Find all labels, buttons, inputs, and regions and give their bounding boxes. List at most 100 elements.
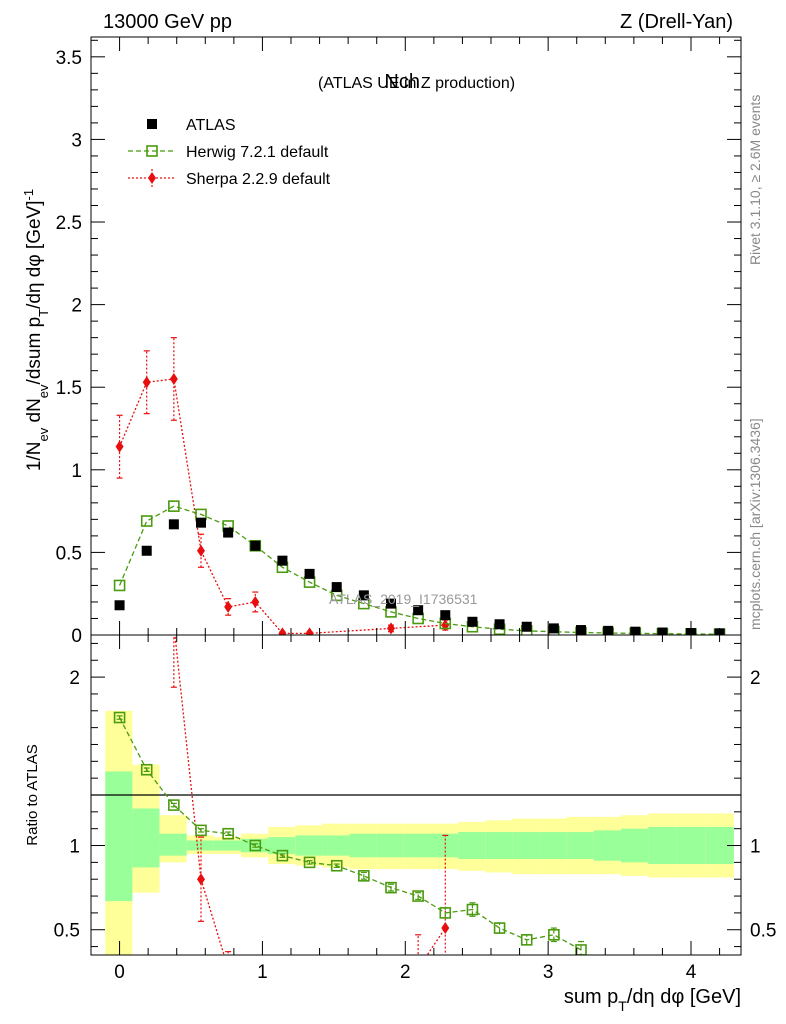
ratio-stat-band (186, 840, 214, 851)
y-tick-label: 1 (71, 461, 82, 482)
y-axis-label: 1/Nev dNev/dsum pT/dη dφ [GeV]-1 (21, 189, 51, 471)
ratio-stat-band (676, 827, 706, 865)
y-tick-label: 3 (71, 130, 82, 151)
ratio-y-axis-label: Ratio to ATLAS (24, 744, 41, 845)
atlas-point (114, 600, 125, 611)
herwig-ratio-point (195, 824, 207, 837)
ratio-stat-band (322, 835, 350, 856)
y-tick-label: 2.5 (56, 213, 82, 234)
sherpa-ratio-point (224, 962, 232, 974)
ratio-stat-band (431, 833, 459, 858)
ratio-stat-band (403, 833, 431, 858)
herwig-ratio-point (140, 763, 153, 776)
energy-label: 13000 GeV pp (103, 11, 232, 33)
x-tick-label: 4 (686, 962, 697, 983)
ratio-stat-band (621, 828, 649, 863)
main-panel: 0 0.5 1 1.5 2 2.5 3 3.5 Nch (ATLAS UE in Z prod… (21, 36, 742, 647)
atlas-point (386, 598, 396, 609)
ratio-stat-band (485, 832, 513, 859)
herwig-ratio-point (493, 922, 506, 934)
sherpa-point (278, 627, 287, 635)
atlas-point (277, 555, 288, 566)
sherpa-legend-marker (148, 172, 156, 184)
ratio-stat-band (648, 827, 677, 865)
x-tick-label: 3 (543, 962, 554, 983)
herwig-point (140, 515, 153, 527)
sherpa-point (169, 372, 178, 385)
mcplots-reference-label: mcplots.cern.ch [arXiv:1306.3436] (747, 418, 763, 630)
herwig-legend-label: Herwig 7.2.1 default (186, 144, 329, 161)
herwig-legend-marker (146, 145, 158, 157)
y-tick-label: 0.5 (56, 543, 82, 564)
chart-title: Nch (384, 71, 420, 93)
sherpa-point (305, 627, 314, 635)
ratio-stat-band (458, 832, 486, 859)
herwig-ratio-point (330, 859, 343, 872)
y-tick-label: 1.5 (56, 378, 82, 399)
x-tick-label: 2 (400, 962, 411, 983)
herwig-ratio-point (466, 903, 479, 916)
rivet-version-label: Rivet 3.1.10, ≥ 2.6M events (747, 95, 763, 265)
sherpa-point (224, 600, 233, 613)
atlas-point (141, 545, 152, 556)
atlas-point (331, 582, 342, 593)
atlas-point (358, 590, 369, 601)
ratio-stat-band (213, 840, 241, 851)
herwig-ratio-point (548, 928, 560, 941)
analysis-watermark: ATLAS_2019_I1736531 (329, 591, 478, 607)
ratio-stat-band (268, 837, 296, 854)
ratio-y-tick-label: 2 (69, 668, 80, 689)
herwig-ratio-point (439, 907, 452, 919)
herwig-ratio-point (412, 890, 424, 902)
atlas-point (413, 605, 424, 616)
sherpa-point (197, 544, 205, 557)
atlas-point (304, 568, 315, 579)
herwig-ratio-point (385, 881, 397, 894)
sherpa-ratio-point (441, 922, 450, 935)
sherpa-point (115, 440, 124, 453)
ratio-stat-band (539, 832, 567, 859)
ratio-stat-band (105, 771, 133, 902)
ratio-y-tick-label: 0.5 (54, 921, 80, 942)
atlas-point (548, 623, 559, 634)
atlas-point (576, 625, 586, 635)
herwig-ratio-point (303, 856, 316, 869)
sherpa-point (387, 622, 395, 635)
atlas-point (223, 527, 234, 538)
herwig-ratio-point (168, 799, 180, 811)
x-tick-label: 1 (257, 962, 268, 983)
herwig-point (168, 500, 180, 512)
ratio-stat-band (132, 808, 160, 868)
ratio-y-tick-label: 1 (69, 837, 80, 858)
atlas-point (630, 626, 641, 635)
atlas-point (196, 517, 206, 528)
atlas-point (521, 621, 532, 632)
ratio-stat-band (376, 833, 404, 858)
sherpa-ratio-point (414, 962, 422, 974)
herwig-ratio-point (222, 827, 234, 840)
herwig-point (113, 579, 126, 592)
herwig-line (118, 505, 720, 635)
sherpa-ratio-line (174, 635, 446, 955)
sherpa-point (142, 376, 151, 389)
process-label: Z (Drell-Yan) (620, 11, 733, 33)
ratio-stat-band (512, 832, 540, 859)
ratio-stat-band (159, 833, 187, 856)
ratio-y-tick-label-right: 0.5 (750, 921, 776, 942)
y-tick-label: 0 (71, 626, 82, 647)
y-tick-label: 3.5 (56, 48, 82, 69)
herwig-ratio-point (276, 849, 289, 862)
sherpa-ratio-point (197, 873, 205, 886)
ratio-y-tick-label-right: 2 (750, 668, 761, 689)
x-axis-label: sum pT/dη dφ [GeV] (564, 986, 741, 1014)
legend: ATLAS Herwig 7.2.1 default Sherpa 2.2.9 de… (128, 117, 331, 188)
atlas-legend-marker (147, 119, 157, 129)
ratio-stat-band (295, 835, 323, 856)
atlas-point (168, 519, 179, 530)
y-tick-label: 2 (71, 296, 82, 317)
atlas-point (603, 625, 614, 635)
chart-subtitle: (ATLAS UE in Z production) (318, 75, 515, 92)
ratio-stat-band (349, 833, 377, 858)
atlas-point (250, 540, 261, 551)
